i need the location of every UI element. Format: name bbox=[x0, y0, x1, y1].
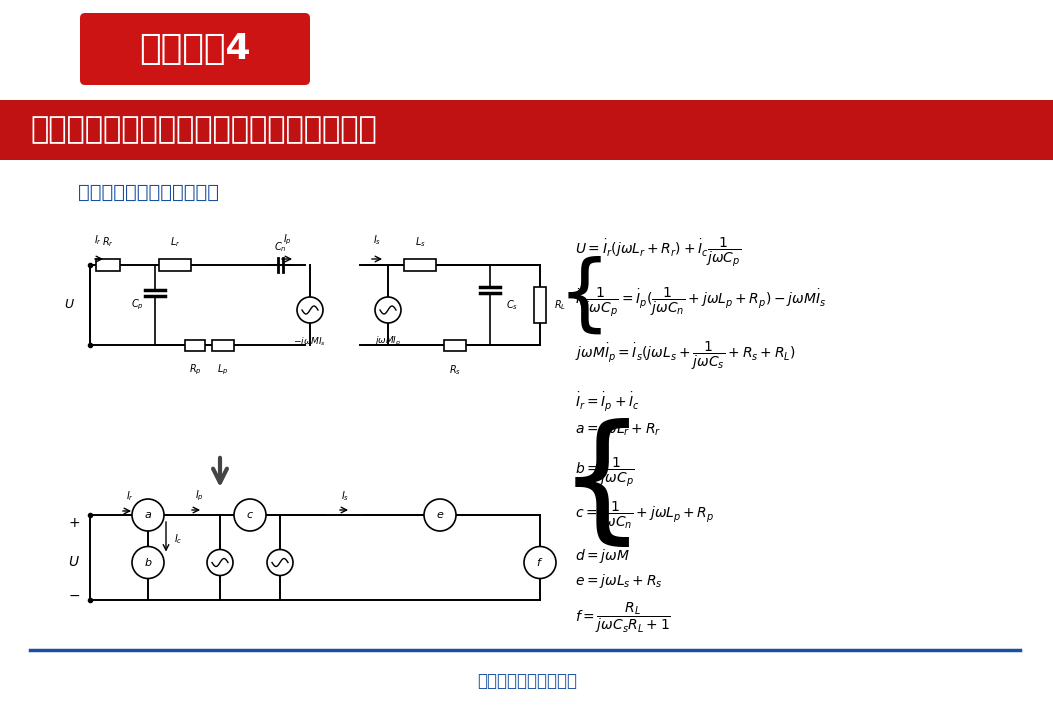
Text: $\{$: $\{$ bbox=[557, 418, 630, 553]
Text: 建立归一化的电路分析模型: 建立归一化的电路分析模型 bbox=[78, 182, 219, 202]
Text: $I_p$: $I_p$ bbox=[195, 489, 203, 503]
Text: $I_c$: $I_c$ bbox=[174, 532, 182, 546]
Text: $j\omega MI_p$: $j\omega MI_p$ bbox=[375, 335, 401, 348]
Bar bbox=[444, 340, 466, 351]
Text: $f$: $f$ bbox=[536, 557, 543, 568]
Text: $c = \dfrac{1}{j\omega C_n} + j\omega L_p + R_p$: $c = \dfrac{1}{j\omega C_n} + j\omega L_… bbox=[575, 500, 714, 532]
Circle shape bbox=[234, 499, 266, 531]
Text: $-j\omega MI_s$: $-j\omega MI_s$ bbox=[294, 335, 326, 348]
Text: $\dot{I}_r = \dot{I}_p + \dot{I}_c$: $\dot{I}_r = \dot{I}_p + \dot{I}_c$ bbox=[575, 390, 640, 413]
Text: $c$: $c$ bbox=[246, 510, 254, 520]
Text: 研究方向4: 研究方向4 bbox=[139, 32, 251, 66]
Text: $U = \dot{I}_r(j\omega L_r + R_r) + \dot{I}_c \dfrac{1}{j\omega C_p}$: $U = \dot{I}_r(j\omega L_r + R_r) + \dot… bbox=[575, 235, 741, 269]
Text: $R_L$: $R_L$ bbox=[554, 298, 567, 312]
Text: $L_s$: $L_s$ bbox=[415, 235, 425, 249]
Text: $d = j\omega M$: $d = j\omega M$ bbox=[575, 547, 630, 565]
Text: $C_s$: $C_s$ bbox=[506, 298, 518, 312]
Bar bbox=[534, 287, 547, 323]
Text: $I_s$: $I_s$ bbox=[373, 234, 381, 247]
Text: $U$: $U$ bbox=[64, 299, 75, 312]
Text: $C_n$: $C_n$ bbox=[274, 240, 286, 254]
Circle shape bbox=[132, 547, 164, 578]
Bar bbox=[96, 259, 120, 271]
FancyBboxPatch shape bbox=[80, 13, 310, 85]
Circle shape bbox=[132, 499, 164, 531]
Text: $+$: $+$ bbox=[67, 516, 80, 530]
Text: $I_r$: $I_r$ bbox=[126, 489, 134, 503]
Text: $\{$: $\{$ bbox=[557, 255, 601, 337]
Text: $L_p$: $L_p$ bbox=[217, 363, 229, 377]
Circle shape bbox=[375, 297, 401, 323]
Text: $I_r$: $I_r$ bbox=[94, 234, 102, 247]
Bar bbox=[159, 259, 191, 271]
Text: $R_r$: $R_r$ bbox=[102, 235, 114, 249]
Text: $f = \dfrac{R_L}{j\omega C_s R_L + 1}$: $f = \dfrac{R_L}{j\omega C_s R_L + 1}$ bbox=[575, 600, 671, 635]
Text: 复合谐振无线系统多目标鲁棒优化设计方法: 复合谐振无线系统多目标鲁棒优化设计方法 bbox=[29, 116, 377, 145]
Text: $U$: $U$ bbox=[68, 555, 80, 570]
Text: $e$: $e$ bbox=[436, 510, 444, 520]
Circle shape bbox=[207, 549, 233, 576]
Text: $-$: $-$ bbox=[67, 588, 80, 602]
Text: $e = j\omega L_s + R_s$: $e = j\omega L_s + R_s$ bbox=[575, 572, 662, 590]
Bar bbox=[0, 100, 950, 160]
Text: $b = \dfrac{1}{j\omega C_p}$: $b = \dfrac{1}{j\omega C_p}$ bbox=[575, 455, 635, 489]
Circle shape bbox=[524, 547, 556, 578]
Bar bbox=[404, 259, 436, 271]
Text: $j\omega M\dot{I}_p = \dot{I}_s(j\omega L_s + \dfrac{1}{j\omega C_s} + R_s + R_L: $j\omega M\dot{I}_p = \dot{I}_s(j\omega … bbox=[575, 340, 796, 372]
Text: $C_p$: $C_p$ bbox=[131, 298, 143, 312]
Circle shape bbox=[424, 499, 456, 531]
Text: 《电工技术学报》发布: 《电工技术学报》发布 bbox=[477, 672, 577, 690]
Text: $I_s$: $I_s$ bbox=[341, 489, 350, 503]
Circle shape bbox=[297, 297, 323, 323]
Text: $R_s$: $R_s$ bbox=[449, 363, 461, 377]
Bar bbox=[185, 340, 205, 351]
Text: $R_p$: $R_p$ bbox=[188, 363, 201, 377]
Text: $b$: $b$ bbox=[143, 557, 153, 568]
Text: $I_p$: $I_p$ bbox=[282, 233, 292, 247]
Text: $\dot{I}_c \dfrac{1}{j\omega C_p} = \dot{I}_p(\dfrac{1}{j\omega C_n} + j\omega L: $\dot{I}_c \dfrac{1}{j\omega C_p} = \dot… bbox=[575, 285, 827, 319]
Text: $a = j\omega L_r + R_r$: $a = j\omega L_r + R_r$ bbox=[575, 420, 661, 438]
Circle shape bbox=[267, 549, 293, 576]
Bar bbox=[212, 340, 234, 351]
Text: $L_r$: $L_r$ bbox=[170, 235, 180, 249]
Text: $a$: $a$ bbox=[144, 510, 152, 520]
Polygon shape bbox=[910, 100, 1053, 160]
